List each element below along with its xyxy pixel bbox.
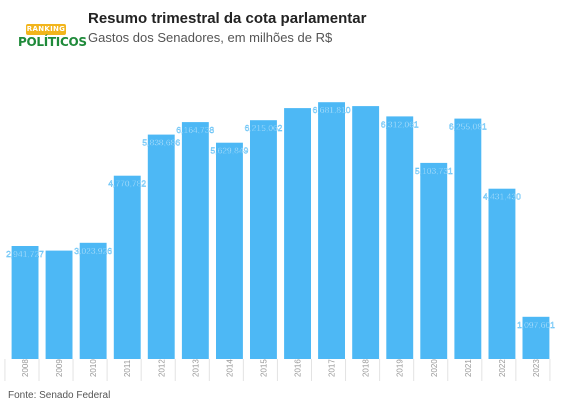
chart-subtitle: Gastos dos Senadores, em milhões de R$ — [88, 30, 333, 45]
data-label-2021: 6,255,081 — [449, 122, 487, 132]
ranking-politicos-logo: RANKING POLÍTICOS — [18, 24, 87, 52]
bar-2016 — [284, 108, 311, 359]
x-tick-label-2012: 2012 — [157, 359, 166, 377]
x-tick-label-2009: 2009 — [55, 359, 64, 377]
bar-2022 — [488, 188, 516, 359]
data-label-2008: 2,941,727 — [6, 249, 44, 259]
x-tick-label-2020: 2020 — [430, 359, 439, 377]
data-label-2010: 3,023,926 — [74, 246, 112, 256]
data-label-2013: 6,164,738 — [176, 125, 214, 135]
bar-2013 — [181, 122, 209, 359]
x-tick-label-2008: 2008 — [21, 359, 30, 377]
data-label-2022: 4,431,430 — [483, 192, 521, 202]
bar-2009 — [45, 250, 73, 359]
data-label-2012: 5,838,686 — [142, 138, 180, 148]
bar-2019 — [386, 116, 414, 360]
bar-2018 — [352, 106, 380, 359]
bar-2023 — [522, 316, 550, 359]
data-label-2014: 5,629,849 — [210, 146, 248, 156]
x-tick-label-2021: 2021 — [464, 359, 473, 377]
bar-2015 — [250, 120, 277, 359]
data-label-2019: 6,312,061 — [381, 119, 419, 129]
data-label-2020: 5,103,731 — [415, 166, 453, 176]
x-tick-label-2010: 2010 — [89, 359, 98, 377]
data-label-2023: 1,097,601 — [517, 320, 555, 330]
x-tick-label-2017: 2017 — [328, 359, 337, 377]
x-tick-label-2016: 2016 — [294, 359, 303, 377]
bar-2010 — [79, 242, 107, 359]
x-tick-label-2014: 2014 — [225, 359, 234, 377]
bar-2021 — [454, 118, 482, 359]
x-tick-label-2019: 2019 — [396, 359, 405, 377]
bar-2020 — [420, 162, 448, 359]
x-tick-label-2011: 2011 — [123, 359, 132, 377]
data-label-2017: 6,681,810 — [313, 105, 351, 115]
x-tick-label-2018: 2018 — [362, 359, 371, 377]
data-label-2015: 6,215,062 — [245, 123, 283, 133]
x-tick-label-2015: 2015 — [260, 359, 269, 377]
data-label-2011: 4,770,782 — [108, 179, 146, 189]
chart-title: Resumo trimestral da cota parlamentar — [88, 10, 367, 27]
bar-2017 — [318, 102, 345, 359]
bar-2008 — [11, 246, 39, 359]
x-tick-label-2013: 2013 — [191, 359, 200, 377]
bar-2012 — [147, 134, 175, 359]
x-tick-label-2023: 2023 — [532, 359, 541, 377]
logo-politicos-text: POLÍTICOS — [18, 35, 87, 49]
source-note: Fonte: Senado Federal — [8, 390, 111, 401]
bar-2014 — [216, 142, 243, 359]
bar-2011 — [113, 175, 141, 359]
logo-ranking-text: RANKING — [26, 24, 66, 35]
x-tick-label-2022: 2022 — [498, 359, 507, 377]
